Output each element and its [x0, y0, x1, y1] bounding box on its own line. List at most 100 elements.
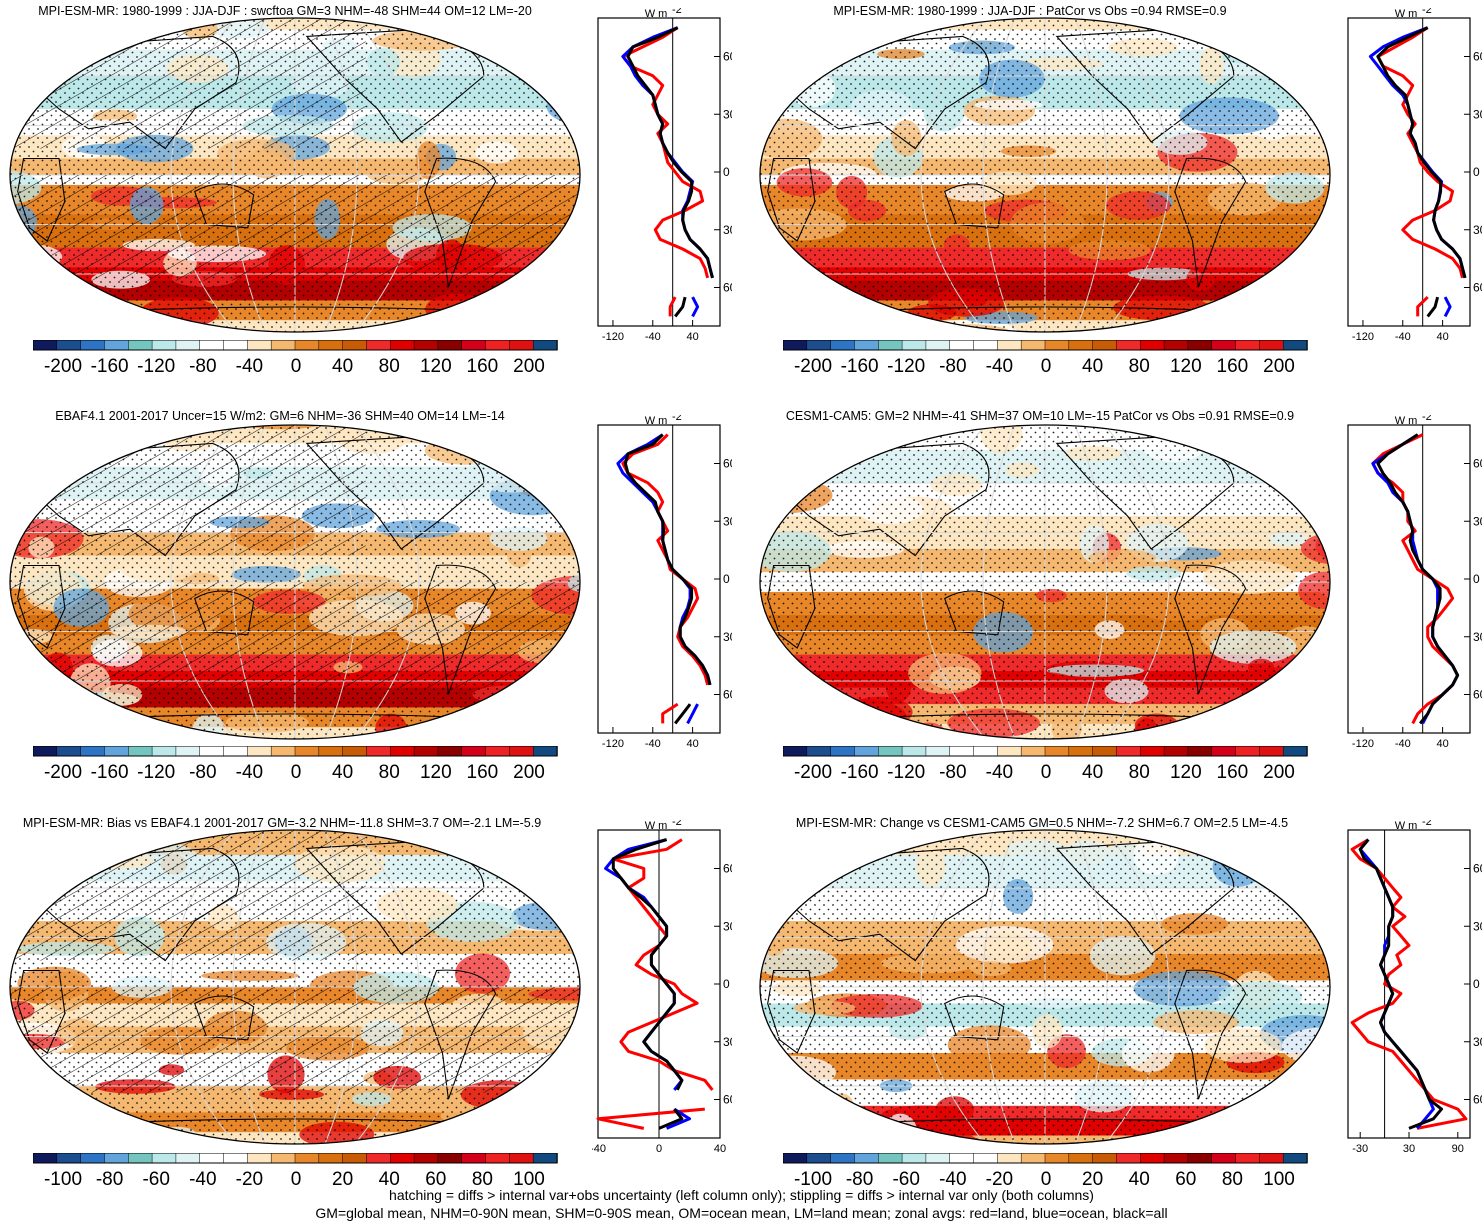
colorbar-tick-label: -40 — [236, 356, 263, 377]
colorbar-tick-label: 40 — [332, 356, 353, 377]
colorbar-tick-label: 80 — [1129, 356, 1150, 377]
zonal-unit-exponent: -2 — [1422, 820, 1432, 828]
colorbar-tick-label: -120 — [887, 356, 925, 377]
colorbar-tick-label: 120 — [420, 356, 452, 377]
latitude-label: 60N — [723, 50, 732, 64]
latitude-label: 30N — [1473, 514, 1482, 528]
colorbar-tick-label: -200 — [44, 762, 82, 783]
zonal-series-all — [1376, 26, 1467, 318]
zonal-unit-label: W m — [645, 820, 668, 832]
colorbar-tick-label: -80 — [939, 356, 966, 377]
colorbar-tick-label: -200 — [44, 356, 82, 377]
colorbar-tick-label: -200 — [794, 762, 832, 783]
colorbar-tick-label: -80 — [189, 762, 216, 783]
latitude-label: 60N — [1473, 50, 1482, 64]
colorbar-tick-label: 160 — [467, 356, 499, 377]
colorbar: -200 -160 -120 -80 -40 0 40 80 120 160 200 — [33, 746, 558, 783]
zonal-unit-exponent: -2 — [1422, 415, 1432, 423]
zonal-x-tick-label: -120 — [602, 738, 624, 750]
zonal-x-tick-label: 30 — [1403, 1143, 1415, 1155]
colorbar-tick-label: -200 — [794, 356, 832, 377]
zonal-x-tick-label: -120 — [1352, 331, 1374, 343]
colorbar-tick-label: 0 — [1041, 762, 1052, 783]
zonal-series-ocean — [604, 838, 691, 1130]
colorbar-tick-label: 0 — [1041, 356, 1052, 377]
zonal-series-land — [1376, 26, 1464, 317]
colorbar-tick-label: 80 — [379, 356, 400, 377]
zonal-series-land — [621, 433, 710, 724]
colorbar-tick-label: -20 — [236, 1169, 263, 1190]
zonal-x-tick-label: 90 — [1452, 1143, 1464, 1155]
colorbar-tick-label: -40 — [189, 1169, 216, 1190]
colorbar-tick-label: 160 — [1217, 762, 1249, 783]
latitude-label: 30S — [1473, 1035, 1482, 1049]
colorbar-tick-label: -160 — [841, 356, 879, 377]
latitude-label: 60S — [723, 688, 732, 702]
colorbar-tick-label: 100 — [1263, 1169, 1295, 1190]
colorbar-tick-label: 0 — [291, 356, 302, 377]
colorbar-tick-label: -100 — [794, 1169, 832, 1190]
zonal-unit-label: W m — [1395, 415, 1418, 427]
zonal-series-land — [621, 26, 710, 317]
colorbar-tick-label: 80 — [1222, 1169, 1243, 1190]
panel-title: MPI-ESM-MR: Change vs CESM1-CAM5 GM=0.5 … — [795, 816, 1289, 830]
colorbar-tick-label: -80 — [939, 762, 966, 783]
colorbar-tick-label: 120 — [1170, 762, 1202, 783]
zonal-series-all — [611, 838, 684, 1130]
zonal-x-tick-label: -120 — [1352, 738, 1374, 750]
latitude-label: 60N — [723, 457, 732, 471]
colorbar-tick-label: -120 — [137, 762, 175, 783]
map-panel — [9, 17, 581, 333]
colorbar-tick-label: 40 — [379, 1169, 400, 1190]
zonal-x-tick-label: 0 — [656, 1143, 662, 1155]
map-panel — [759, 424, 1331, 740]
colorbar: -200 -160 -120 -80 -40 0 40 80 120 160 200 — [33, 340, 558, 377]
colorbar-tick-label: 40 — [1129, 1169, 1150, 1190]
latitude-label: 30N — [1473, 107, 1482, 121]
zonal-x-tick-label: -40 — [1395, 331, 1411, 343]
footer-line-1: hatching = diffs > internal var+obs unce… — [389, 1187, 1094, 1203]
colorbar: -200 -160 -120 -80 -40 0 40 80 120 160 200 — [783, 746, 1308, 783]
zonal-series-land — [1350, 838, 1468, 1130]
colorbar-tick-label: 40 — [1082, 356, 1103, 377]
zonal-x-tick-label: -120 — [602, 331, 624, 343]
latitude-label: 60S — [723, 1093, 732, 1107]
zonal-mean-plot: -120 -40 40 W m -2 60N 30N 0 30S 60S — [597, 415, 732, 750]
zonal-unit-label: W m — [645, 8, 668, 20]
colorbar-tick-label: -40 — [939, 1169, 966, 1190]
latitude-label: 30N — [723, 919, 732, 933]
latitude-label: 30N — [1473, 919, 1482, 933]
zonal-x-tick-label: 40 — [686, 738, 698, 750]
colorbar-tick-label: 60 — [1175, 1169, 1196, 1190]
zonal-series-land — [596, 838, 714, 1130]
colorbar: -100 -80 -60 -40 -20 0 20 40 60 80 100 — [33, 1153, 558, 1190]
colorbar-tick-label: 120 — [420, 762, 452, 783]
colorbar-tick-label: 0 — [1041, 1169, 1052, 1190]
footer-line-2: GM=global mean, NHM=0-90N mean, SHM=0-90… — [315, 1205, 1168, 1221]
latitude-label: 0 — [1473, 572, 1480, 586]
colorbar-tick-label: 200 — [1263, 356, 1295, 377]
colorbar-tick-label: 80 — [379, 762, 400, 783]
zonal-unit-exponent: -2 — [1422, 8, 1432, 16]
panel-title: MPI-ESM-MR: Bias vs EBAF4.1 2001-2017 GM… — [22, 816, 542, 830]
map-panel — [759, 829, 1331, 1145]
zonal-unit-exponent: -2 — [672, 415, 682, 423]
colorbar-tick-label: 160 — [1217, 356, 1249, 377]
zonal-x-tick-label: -40 — [645, 331, 661, 343]
zonal-mean-plot: -30 30 90 W m -2 60N 30N 0 30S 60S — [1347, 820, 1482, 1155]
colorbar-tick-label: 80 — [472, 1169, 493, 1190]
colorbar-tick-label: -160 — [841, 762, 879, 783]
colorbar-tick-label: -40 — [236, 762, 263, 783]
latitude-label: 60S — [1473, 1093, 1482, 1107]
zonal-x-tick-label: 40 — [714, 1143, 726, 1155]
zonal-unit-exponent: -2 — [672, 820, 682, 828]
colorbar-tick-label: 20 — [1082, 1169, 1103, 1190]
zonal-mean-plot: -120 -40 40 W m -2 60N 30N 0 30S 60S — [1347, 8, 1482, 343]
colorbar-tick-label: 100 — [513, 1169, 545, 1190]
zonal-mean-plot: -40 0 40 W m -2 60N 30N 0 30S 60S — [592, 820, 732, 1155]
colorbar-tick-label: -80 — [96, 1169, 123, 1190]
zonal-x-tick-label: -40 — [592, 1143, 606, 1155]
colorbar-tick-label: 80 — [1129, 762, 1150, 783]
panel-title: MPI-ESM-MR: 1980-1999 : JJA-DJF : swcfto… — [38, 4, 532, 18]
latitude-label: 30N — [723, 107, 732, 121]
